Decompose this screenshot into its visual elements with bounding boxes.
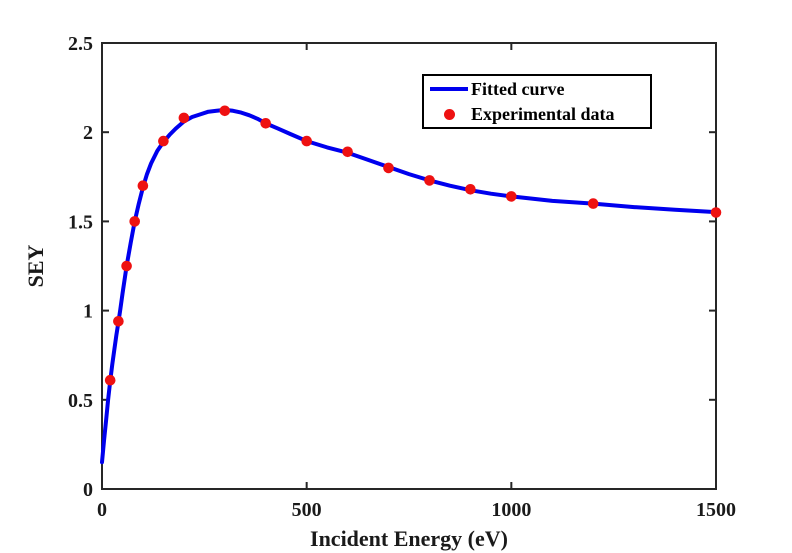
legend-label-fitted-curve: Fitted curve	[471, 78, 565, 99]
y-axis-label: SEY	[23, 244, 48, 288]
y-tick-label: 1	[83, 301, 93, 323]
y-tick-label: 0.5	[68, 390, 93, 412]
y-tick-label: 1.5	[68, 211, 93, 233]
legend-entry-experimental-data: Experimental data	[424, 102, 650, 126]
y-tick-label: 2.5	[68, 33, 93, 55]
fitted-curve-line	[100, 107, 718, 465]
data-point	[424, 175, 435, 186]
legend-box: Fitted curve Experimental data	[422, 74, 652, 129]
data-point	[342, 146, 353, 158]
data-point	[587, 198, 599, 209]
data-point	[506, 191, 517, 202]
data-point	[129, 216, 140, 227]
data-point	[383, 162, 394, 174]
data-point-marker-icon	[443, 108, 455, 120]
axis-box	[101, 42, 717, 490]
x-tick-label: 1500	[696, 499, 736, 521]
data-point	[121, 260, 132, 272]
data-point	[104, 374, 116, 386]
fitted-curve-line-icon	[430, 87, 468, 91]
data-point	[158, 135, 169, 147]
legend-marker-swatch	[429, 108, 469, 120]
data-point	[219, 105, 231, 117]
data-point	[178, 112, 190, 124]
x-tick-label: 0	[97, 499, 107, 521]
legend-label-experimental-data: Experimental data	[471, 103, 615, 124]
x-tick-label: 500	[292, 499, 322, 521]
data-point	[137, 180, 149, 191]
legend-line-swatch	[429, 87, 469, 91]
data-point	[301, 135, 313, 147]
x-tick-label: 1000	[491, 499, 531, 521]
data-point	[260, 118, 272, 129]
data-point	[710, 207, 722, 218]
data-point	[113, 316, 124, 327]
data-point	[465, 184, 476, 195]
x-axis-label: Incident Energy (eV)	[310, 526, 508, 551]
y-tick-label: 0	[83, 479, 93, 501]
y-tick-label: 2	[83, 122, 93, 144]
legend-entry-fitted-curve: Fitted curve	[424, 77, 650, 101]
